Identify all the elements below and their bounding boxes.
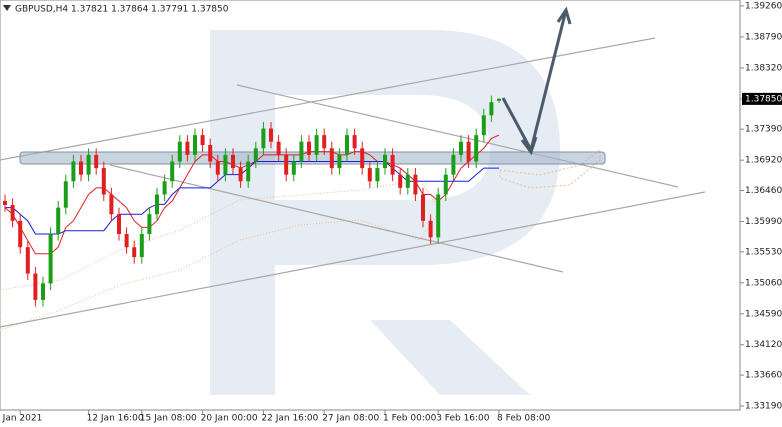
y-tick-label: 1.34120 xyxy=(745,340,782,350)
candle-body xyxy=(253,148,258,162)
candle-body xyxy=(215,161,220,175)
y-tick-label: 1.35990 xyxy=(745,217,782,227)
candle-body xyxy=(276,141,281,155)
trend-lines xyxy=(0,37,706,328)
candle-body xyxy=(481,115,486,136)
candle-body xyxy=(139,234,144,258)
candle-body xyxy=(25,247,30,274)
y-tick-label: 1.35530 xyxy=(745,247,782,257)
candle-body xyxy=(41,283,45,300)
candle-body xyxy=(474,135,479,162)
candle-body xyxy=(269,128,273,142)
candle-body xyxy=(162,181,167,195)
support-band xyxy=(19,151,606,165)
y-tick-label: 1.39260 xyxy=(745,1,782,11)
candle-body xyxy=(337,154,342,169)
candle-body xyxy=(497,98,501,101)
candle-body xyxy=(71,161,76,182)
candle-body xyxy=(124,234,129,248)
plot-area xyxy=(3,95,501,307)
x-tick-label: 8 Jan 2021 xyxy=(0,414,42,424)
candle-body xyxy=(231,154,235,169)
candle-body xyxy=(314,135,319,155)
candle-body xyxy=(345,135,349,155)
x-tick-label: 27 Jan 08:00 xyxy=(322,414,379,424)
candle-body xyxy=(436,194,441,238)
candle-body xyxy=(367,168,372,182)
forecast-arrow xyxy=(501,6,572,156)
candle-body xyxy=(307,141,311,155)
chart-title: GBPUSD,H4 1.37821 1.37864 1.37791 1.3785… xyxy=(15,5,229,15)
watermark xyxy=(210,30,560,395)
candle-body xyxy=(117,214,121,235)
candle-body xyxy=(413,174,418,195)
candle-body xyxy=(223,154,228,175)
candle-body xyxy=(10,205,15,221)
candle-body xyxy=(466,141,471,162)
candle-body xyxy=(3,201,7,205)
candle-body xyxy=(86,154,91,175)
x-tick-label: 3 Feb 16:00 xyxy=(436,414,490,424)
candle-body xyxy=(101,168,106,195)
y-tick-label: 1.38320 xyxy=(745,63,782,73)
menu-triangle xyxy=(3,5,11,11)
y-tick-label: 1.37850 xyxy=(745,94,782,104)
candle-body xyxy=(421,194,425,221)
candle-body xyxy=(177,141,182,162)
candle-body xyxy=(489,102,494,116)
candle-body xyxy=(18,220,23,248)
candle-body xyxy=(390,154,395,175)
candle-body xyxy=(291,161,296,175)
y-tick-label: 1.36460 xyxy=(745,186,782,196)
x-tick-label: 12 Jan 16:00 xyxy=(87,414,144,424)
y-tick-label: 1.37390 xyxy=(745,125,782,135)
candle-body xyxy=(147,214,152,235)
y-tick-label: 1.34590 xyxy=(745,309,782,319)
candle-body xyxy=(428,220,433,238)
y-tick-label: 1.33660 xyxy=(745,371,782,381)
candle-body xyxy=(398,174,403,188)
price-label-box xyxy=(742,92,782,105)
candle-body xyxy=(56,207,61,235)
x-tick-label: 1 Feb 00:00 xyxy=(383,414,437,424)
candle-body xyxy=(193,135,197,155)
cloud xyxy=(0,179,441,331)
candle-body xyxy=(238,168,243,182)
x-tick-label: 20 Jan 00:00 xyxy=(201,414,258,424)
y-tick-label: 1.35060 xyxy=(745,278,782,288)
candle-body xyxy=(155,194,159,215)
candle-body xyxy=(109,194,114,215)
candle-body xyxy=(299,141,304,162)
candle-body xyxy=(459,141,463,155)
candle-body xyxy=(170,161,175,182)
candle-body xyxy=(405,174,410,188)
candle-body xyxy=(200,135,205,146)
y-tick-label: 1.33190 xyxy=(745,402,782,412)
candle-body xyxy=(185,141,190,155)
candle-body xyxy=(383,154,387,169)
x-tick-label: 8 Feb 08:00 xyxy=(497,414,551,424)
x-tick-label: 15 Jan 08:00 xyxy=(140,414,197,424)
x-tick-label: 22 Jan 16:00 xyxy=(261,414,318,424)
candle-body xyxy=(451,154,456,175)
y-tick-label: 1.36920 xyxy=(745,156,782,166)
candle-body xyxy=(329,148,334,169)
candle-body xyxy=(261,128,266,149)
candle-body xyxy=(132,247,137,258)
candle-body xyxy=(360,148,365,169)
candle-body xyxy=(63,181,68,208)
candle-body xyxy=(352,135,357,149)
candle-body xyxy=(33,273,38,300)
candle-body xyxy=(246,161,251,182)
candle-body xyxy=(208,145,213,162)
candle-body xyxy=(48,234,53,284)
candle-body xyxy=(322,135,327,149)
candle-body xyxy=(94,154,99,169)
candle-body xyxy=(79,161,83,175)
candle-body xyxy=(443,174,448,195)
candle-body xyxy=(284,154,289,175)
candle-body xyxy=(375,168,380,182)
y-tick-label: 1.38790 xyxy=(745,32,782,42)
